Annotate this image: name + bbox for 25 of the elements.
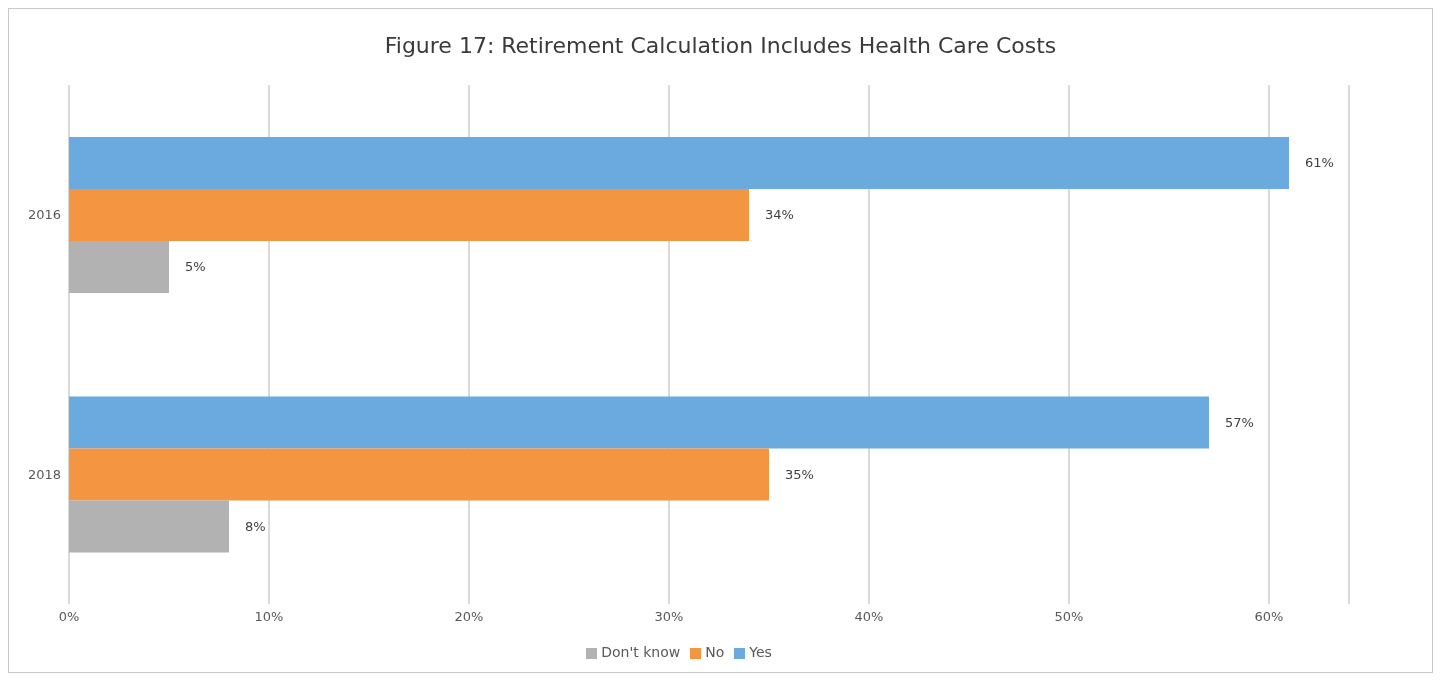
legend-label: No — [705, 644, 725, 660]
data-label: 34% — [765, 207, 794, 223]
bar — [69, 500, 229, 553]
data-label: 5% — [185, 259, 206, 275]
x-tick-label: 60% — [1254, 609, 1284, 625]
data-label: 57% — [1225, 414, 1254, 430]
x-tick-label: 50% — [1054, 609, 1084, 625]
legend-label: Yes — [749, 644, 772, 660]
chart-title: Figure 17: Retirement Calculation Includes Health Care Costs — [383, 32, 1058, 60]
x-tick-label: 10% — [254, 609, 284, 625]
x-tick-label: 40% — [854, 609, 884, 625]
data-label: 8% — [245, 518, 266, 534]
bar — [69, 188, 749, 241]
bar — [69, 396, 1209, 449]
x-tick-label: 0% — [58, 609, 80, 625]
x-tick-label: 20% — [454, 609, 484, 625]
y-tick-label: 2016 — [27, 207, 61, 223]
x-tick-label: 30% — [654, 609, 684, 625]
data-label: 61% — [1305, 155, 1334, 171]
legend-label: Don't know — [601, 644, 681, 660]
y-tick-label: 2018 — [27, 466, 61, 482]
data-label: 35% — [785, 466, 814, 482]
bar — [69, 136, 1289, 189]
bar — [69, 240, 169, 293]
bar — [69, 448, 769, 501]
